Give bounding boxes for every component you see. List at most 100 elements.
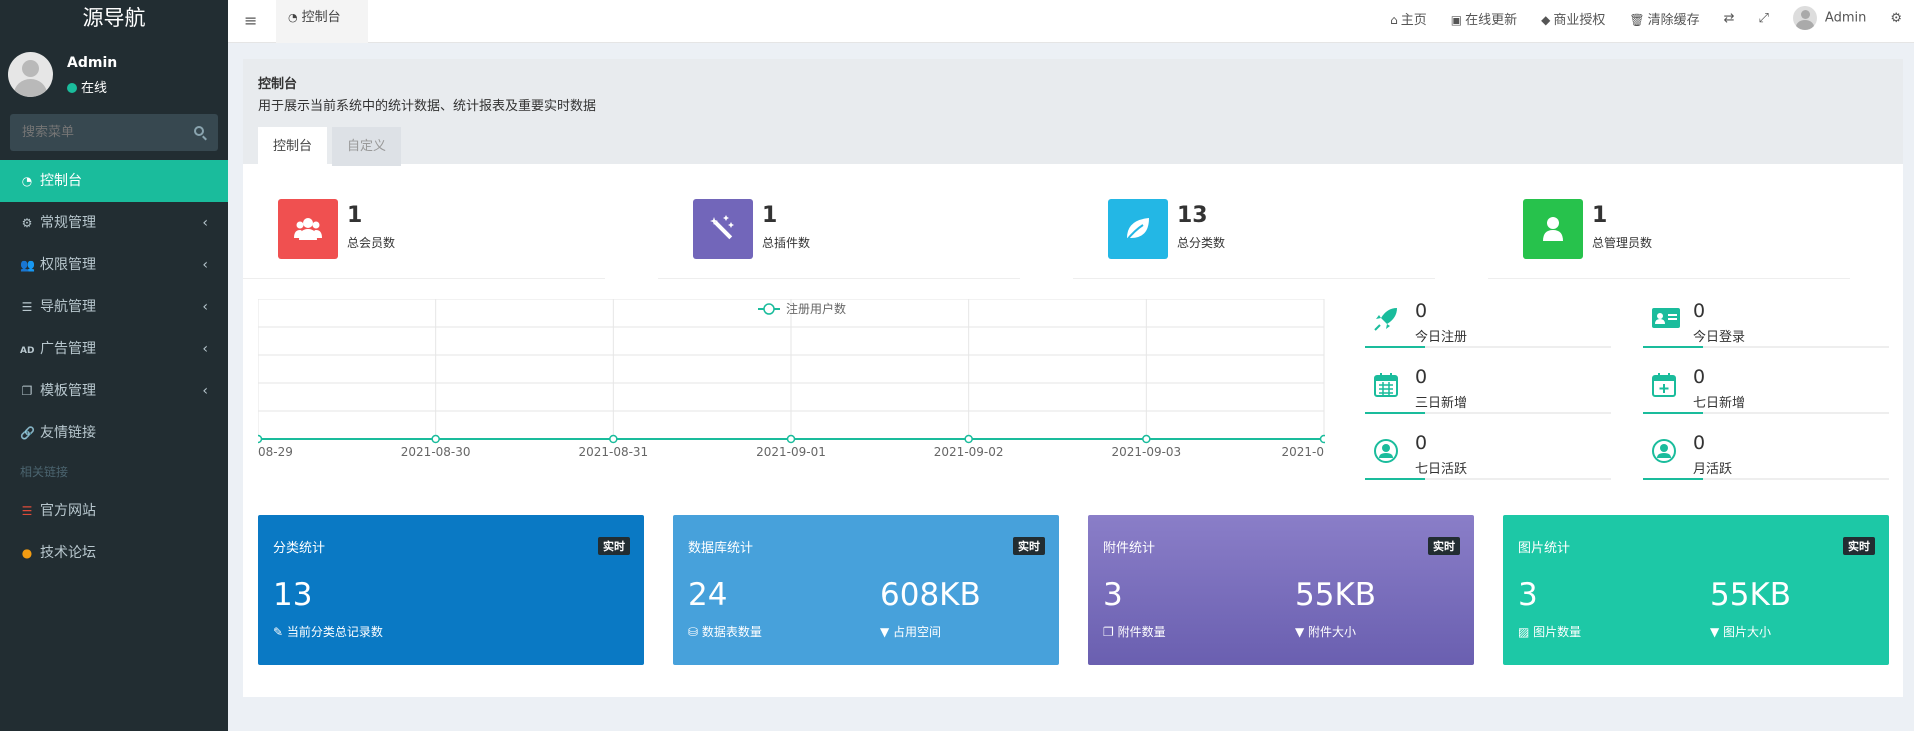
- data-point[interactable]: [431, 434, 440, 444]
- sidebar-item-label: 官方网站: [40, 503, 96, 519]
- card-value: 3: [1518, 577, 1538, 613]
- card-title: 数据库统计: [688, 541, 754, 556]
- x-tick-label: 2021-09-01: [756, 445, 826, 459]
- x-tick-label: 2021-09-03: [1111, 445, 1181, 459]
- ad-icon: AD: [20, 346, 35, 356]
- card-label: ▨ 图片数量: [1518, 623, 1581, 640]
- list-icon: ☰: [21, 300, 33, 314]
- page-title: 控制台: [258, 77, 298, 92]
- stat-value: 1: [1592, 203, 1608, 228]
- card-label-text: 图片大小: [1723, 625, 1772, 639]
- sidebar-item-official-site[interactable]: ☰ 官方网站: [0, 490, 228, 532]
- chevron-left-icon: ‹: [202, 299, 208, 315]
- calendar-plus-icon: [1652, 373, 1676, 397]
- fullscreen-icon: ⤢: [1758, 10, 1769, 26]
- sidebar-item-dashboard[interactable]: ◔ 控制台: [0, 160, 228, 202]
- filter-icon: ▼: [1295, 625, 1309, 639]
- sidebar-item-nav[interactable]: ☰ 导航管理 ‹: [0, 286, 228, 328]
- sidebar-item-templates[interactable]: ❐ 模板管理 ‹: [0, 370, 228, 412]
- tab-console[interactable]: 控制台: [258, 127, 328, 166]
- comment-icon: ●: [21, 546, 33, 560]
- fullscreen-button[interactable]: ⤢: [1759, 11, 1769, 26]
- realtime-badge: 实时: [1013, 537, 1045, 555]
- card-category-stats: 分类统计 实时 13 ✎ 当前分类总记录数: [258, 515, 644, 665]
- user-circle-icon: [1652, 439, 1676, 463]
- page-description: 用于展示当前系统中的统计数据、统计报表及重要实时数据: [258, 99, 597, 114]
- mini-stat-bar: [1365, 412, 1611, 414]
- avatar: [8, 52, 53, 97]
- x-tick-label: 08-29: [258, 445, 293, 459]
- app-logo[interactable]: 源导航: [0, 0, 228, 36]
- card-title: 分类统计: [273, 541, 326, 556]
- image-icon: ▨: [1518, 625, 1534, 639]
- data-point[interactable]: [609, 434, 618, 444]
- sidebar-item-ads[interactable]: AD 广告管理 ‹: [0, 328, 228, 370]
- mini-stat-seven-day: 0 七日新增: [1643, 366, 1889, 416]
- sidebar-item-forum[interactable]: ● 技术论坛: [0, 532, 228, 574]
- sidebar-item-label: 模板管理: [40, 383, 96, 399]
- vcard-icon: [1652, 308, 1680, 328]
- card-image-stats: 图片统计 实时 3 ▨ 图片数量 55KB ▼ 图片大小: [1503, 515, 1889, 665]
- users-icon: [278, 199, 338, 259]
- mini-stat-value: 0: [1415, 300, 1428, 322]
- sidebar-item-label: 技术论坛: [40, 545, 96, 561]
- card-label-text: 当前分类总记录数: [286, 625, 383, 639]
- nav-license[interactable]: ◆ 商业授权: [1541, 9, 1605, 28]
- realtime-badge: 实时: [598, 537, 630, 555]
- dashboard-icon: ◔: [21, 174, 33, 188]
- nav-clear-cache[interactable]: 🗑 清除缓存: [1629, 9, 1699, 28]
- avatar: [1792, 6, 1817, 30]
- search-input[interactable]: [10, 114, 218, 151]
- card-label-text: 附件数量: [1117, 625, 1166, 639]
- user-status: 在线: [67, 77, 107, 96]
- mini-stat-bar: [1643, 346, 1889, 348]
- sidebar-item-auth[interactable]: 👥 权限管理 ‹: [0, 244, 228, 286]
- menu-toggle-icon[interactable]: ≡: [244, 11, 258, 30]
- online-dot-icon: [67, 83, 77, 93]
- mini-stat-label: 今日登录: [1693, 330, 1746, 345]
- sidebar-item-label: 常规管理: [40, 215, 96, 231]
- mini-stat-value: 0: [1415, 432, 1428, 454]
- tab-custom[interactable]: 自定义: [332, 127, 402, 166]
- mini-stat-bar: [1643, 412, 1889, 414]
- link-icon: 🔗: [20, 426, 35, 440]
- tab-label: 控制台: [301, 10, 341, 25]
- nav-label: 商业授权: [1553, 12, 1606, 28]
- x-tick-label: 2021-08-31: [578, 445, 648, 459]
- chevron-left-icon: ‹: [202, 215, 208, 231]
- nav-home[interactable]: ⌂ 主页: [1390, 9, 1427, 28]
- tab-dashboard[interactable]: ◔ 控制台: [276, 0, 368, 43]
- nav-update[interactable]: ▣ 在线更新: [1451, 9, 1517, 28]
- sidebar-item-label: 广告管理: [40, 341, 96, 357]
- stat-admins: 1 总管理员数: [1488, 199, 1850, 279]
- sidebar-item-label: 友情链接: [40, 425, 96, 441]
- card-label: ▼ 图片大小: [1710, 623, 1771, 640]
- card-value: 55KB: [1295, 577, 1377, 613]
- mini-stat-label: 七日活跃: [1415, 462, 1468, 477]
- data-point[interactable]: [1142, 434, 1151, 444]
- mini-stat-bar: [1643, 478, 1889, 480]
- sidebar-item-label: 控制台: [40, 173, 82, 189]
- stat-label: 总分类数: [1177, 236, 1226, 250]
- data-point[interactable]: [258, 434, 263, 444]
- dashboard-icon: ◔: [288, 11, 298, 24]
- card-value: 55KB: [1710, 577, 1792, 613]
- card-label: ▼ 附件大小: [1295, 623, 1356, 640]
- user-menu[interactable]: Admin: [1792, 6, 1866, 30]
- sidebar-item-links[interactable]: 🔗 友情链接: [0, 412, 228, 454]
- search-icon[interactable]: [194, 126, 204, 136]
- language-button[interactable]: ⇄: [1724, 11, 1735, 26]
- data-point[interactable]: [1319, 434, 1326, 444]
- sidebar-item-general[interactable]: ⚙ 常规管理 ‹: [0, 202, 228, 244]
- data-point[interactable]: [786, 434, 796, 444]
- nav-label: 在线更新: [1465, 12, 1518, 28]
- filter-icon: ▼: [880, 625, 894, 639]
- stat-label: 总管理员数: [1592, 236, 1653, 250]
- mini-stat-value: 0: [1693, 366, 1706, 388]
- license-icon: ◆: [1541, 12, 1551, 27]
- data-point[interactable]: [964, 434, 973, 444]
- mini-stat-label: 今日注册: [1415, 330, 1468, 345]
- x-tick-label: 2021-09-02: [934, 445, 1004, 459]
- trash-icon: 🗑: [1629, 12, 1645, 27]
- settings-button[interactable]: ⚙: [1890, 11, 1902, 26]
